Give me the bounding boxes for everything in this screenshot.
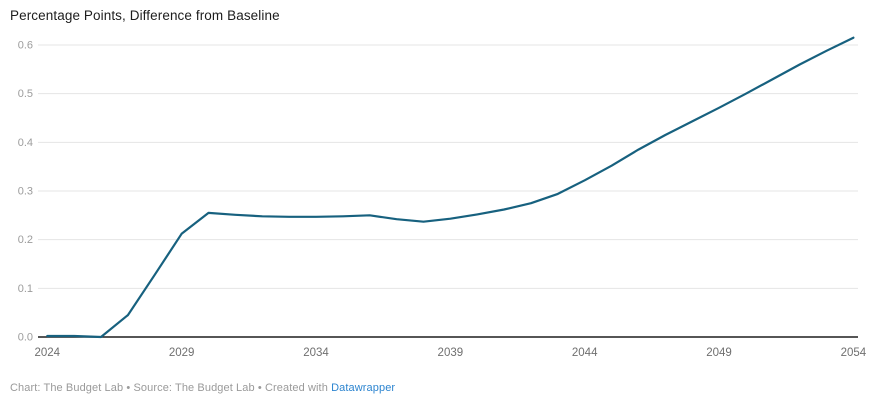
data-line-difference-from-baseline (46, 36, 855, 339)
y-tick-label: 0.1 (18, 283, 33, 295)
y-tick-label: 0.5 (18, 88, 33, 100)
footer-attribution: Chart: The Budget Lab • Source: The Budg… (10, 382, 332, 394)
x-tick-label: 2044 (572, 347, 598, 359)
y-tick-label: 0.0 (18, 332, 33, 344)
x-tick-label: 2054 (841, 347, 867, 359)
x-tick-label: 2034 (303, 347, 329, 359)
x-tick-label: 2039 (438, 347, 464, 359)
chart-title: Percentage Points, Difference from Basel… (10, 8, 280, 23)
y-tick-label: 0.2 (18, 234, 33, 246)
x-tick-label: 2024 (35, 347, 61, 359)
x-tick-label: 2049 (706, 347, 732, 359)
line-chart: 0.0 0.1 0.2 0.3 0.4 0.5 0.6 2024 2029 2034 2039 204… (18, 36, 867, 359)
x-tick-label: 2029 (169, 347, 195, 359)
y-tick-label: 0.4 (18, 137, 33, 149)
y-tick-label: 0.6 (18, 40, 33, 52)
y-tick-label: 0.3 (18, 186, 33, 198)
datawrapper-link[interactable]: Datawrapper (331, 382, 396, 394)
chart-footer: Chart: The Budget Lab • Source: The Budg… (10, 381, 395, 395)
